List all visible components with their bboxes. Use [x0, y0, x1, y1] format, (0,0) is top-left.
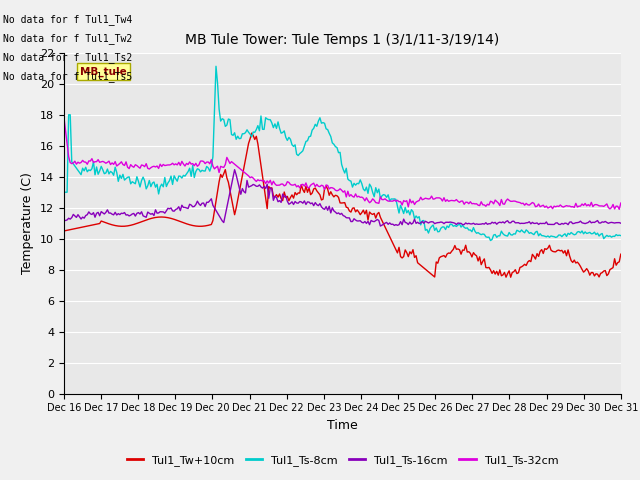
- Y-axis label: Temperature (C): Temperature (C): [22, 172, 35, 274]
- Legend: Tul1_Tw+10cm, Tul1_Ts-8cm, Tul1_Ts-16cm, Tul1_Ts-32cm: Tul1_Tw+10cm, Tul1_Ts-8cm, Tul1_Ts-16cm,…: [122, 450, 563, 470]
- Title: MB Tule Tower: Tule Temps 1 (3/1/11-3/19/14): MB Tule Tower: Tule Temps 1 (3/1/11-3/19…: [185, 34, 500, 48]
- Text: No data for f Tul1_Tw4: No data for f Tul1_Tw4: [3, 13, 132, 24]
- Text: MB_tule: MB_tule: [80, 66, 127, 77]
- Text: No data for f Tul1_Ts5: No data for f Tul1_Ts5: [3, 71, 132, 82]
- X-axis label: Time: Time: [327, 419, 358, 432]
- Text: No data for f Tul1_Ts2: No data for f Tul1_Ts2: [3, 52, 132, 63]
- Text: No data for f Tul1_Tw2: No data for f Tul1_Tw2: [3, 33, 132, 44]
